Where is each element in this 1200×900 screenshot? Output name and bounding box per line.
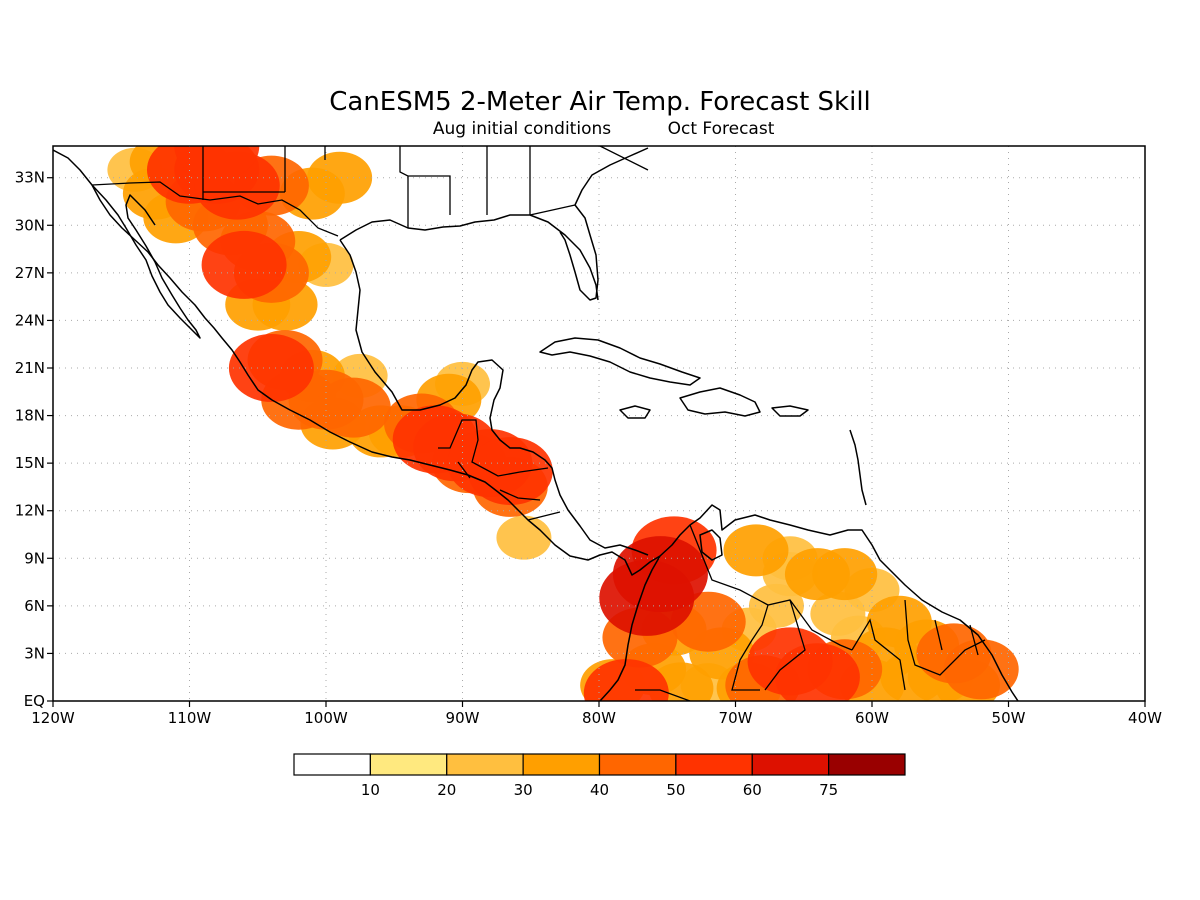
gulf-of-mexico-coastline [339,214,599,301]
colorbar-swatch [369,753,448,776]
baja-california [91,184,201,339]
lon-tick-label: 60W [855,709,889,727]
colorbar-swatch [293,753,371,776]
lon-tick-label: 70W [719,709,753,727]
lon-tick-label: 90W [446,709,480,727]
colorbar-legend: 10 20 30 40 50 60 75 [293,753,906,799]
coastlines [53,147,1019,701]
colorbar-swatch [828,753,906,776]
lat-tick-label: EQ [24,692,45,710]
latitude-axis: EQ 3N 6N 9N 12N 15N 18N 21N 24N 27N 30N 33N [15,169,53,710]
map-subtitle-init: Aug initial conditions [433,119,611,139]
political-borders [91,146,986,701]
mexico-east-coast [339,239,649,556]
skill-shading-mexico [107,146,553,560]
skill-cell [315,377,391,438]
map-subtitle-lead: Oct Forecast [668,119,775,139]
skill-cell [723,524,789,577]
jamaica-coastline [619,405,651,419]
lake-maracaibo [699,529,723,561]
colorbar-swatch [446,753,524,776]
colorbar-label: 30 [514,781,533,799]
north-america-coastline [53,149,661,576]
colorbar-label: 40 [590,781,609,799]
colorbar-label: 75 [819,781,838,799]
lesser-antilles [849,429,867,506]
map-title: CanESM5 2-Meter Air Temp. Forecast Skill [329,87,871,117]
skill-cell [496,515,552,560]
lon-tick-label: 110W [168,709,212,727]
south-america-coastline [659,504,1019,701]
lon-tick-label: 120W [31,709,75,727]
hispaniola-coastline [679,387,761,417]
colorbar-label: 20 [437,781,456,799]
skill-cell [612,536,708,613]
lat-tick-label: 33N [15,169,45,187]
skill-shading-south-america [580,516,1019,701]
us-state-borders [202,146,649,228]
colorbar-swatch [598,753,677,776]
skill-cell [307,151,373,204]
skill-cell [228,334,314,402]
us-mexico-border [91,181,339,237]
puerto-rico-coastline [771,405,809,417]
skill-cell [467,437,553,506]
skill-cell [201,230,287,299]
lat-tick-label: 9N [24,549,45,567]
colorbar-label: 50 [666,781,685,799]
lon-tick-label: 100W [304,709,348,727]
cuba-coastline [539,337,701,386]
skill-cell [174,146,260,180]
map-gridlines [53,146,1145,701]
colorbar-label: 10 [361,781,380,799]
colorbar-swatch [522,753,601,776]
lat-tick-label: 12N [15,502,45,520]
colorbar-label: 60 [743,781,762,799]
lat-tick-label: 18N [15,407,45,425]
longitude-axis: 120W 110W 100W 90W 80W 70W 60W 50W 40W [31,701,1162,727]
lat-tick-label: 24N [15,311,45,329]
lat-tick-label: 3N [24,644,45,662]
lat-tick-label: 6N [24,597,45,615]
skill-cell [810,591,866,636]
central-america-borders [438,419,561,521]
colorbar-swatch [675,753,753,776]
colorbar-swatch [751,753,830,776]
lat-tick-label: 21N [15,359,45,377]
south-america-borders [635,524,986,701]
lon-tick-label: 50W [992,709,1026,727]
skill-cell [943,639,1019,700]
florida-coastline [559,204,599,301]
lon-tick-label: 80W [582,709,616,727]
lon-tick-label: 40W [1128,709,1162,727]
lat-tick-label: 30N [15,216,45,234]
skill-cell [812,548,878,601]
lat-tick-label: 15N [15,454,45,472]
lat-tick-label: 27N [15,264,45,282]
us-east-coast [574,147,649,206]
south-america-west-coast [599,555,661,701]
map-plot-area [53,146,1145,701]
